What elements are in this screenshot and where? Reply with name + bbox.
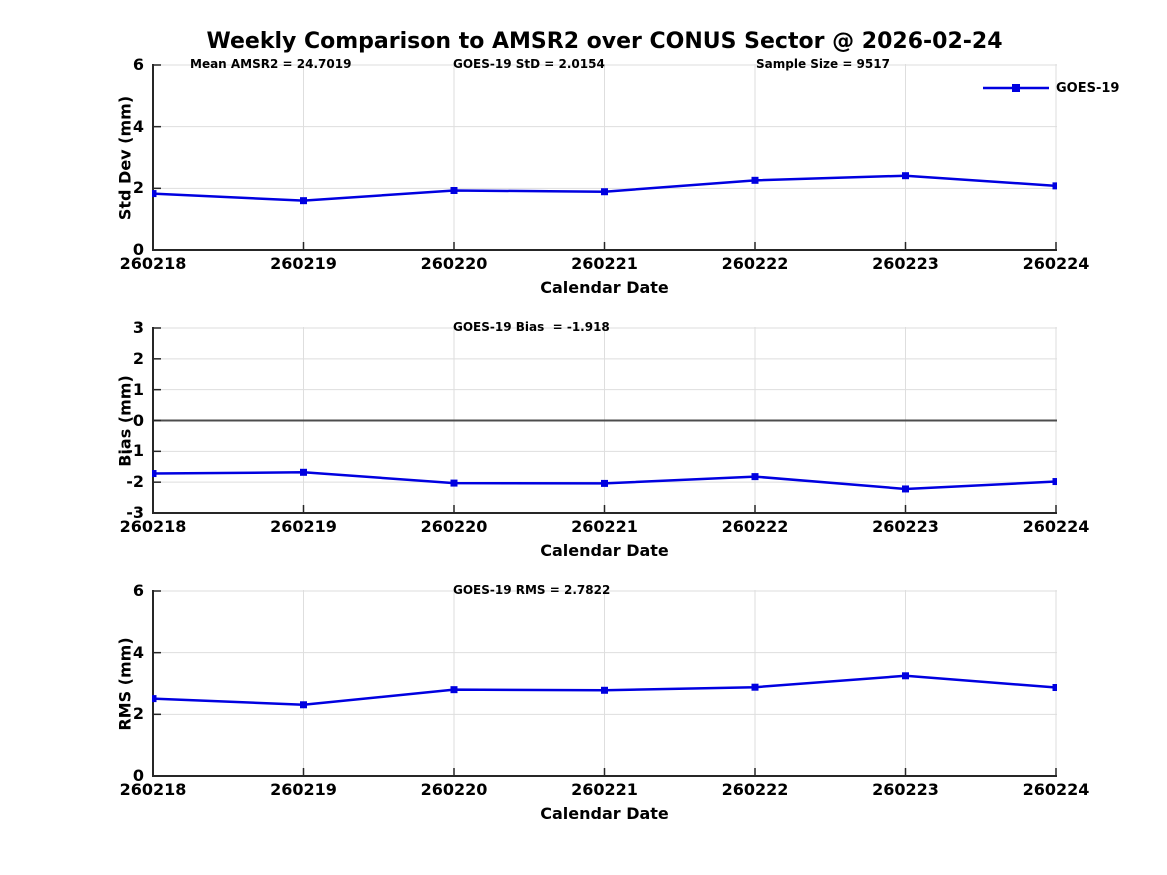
y-tick-label: -3 (126, 503, 144, 522)
annotation-goes19-rms: GOES-19 RMS = 2.7822 (453, 583, 611, 597)
y-tick-label: 2 (132, 348, 144, 368)
y-tick-label: 1 (132, 379, 144, 399)
x-axis-label-std-dev: Calendar Date (540, 278, 669, 297)
data-marker (601, 479, 608, 487)
y-tick-label: 6 (132, 581, 144, 600)
chart-svg-std-dev (149, 64, 1060, 251)
x-axis-label-rms: Calendar Date (540, 804, 669, 823)
annotation-goes19-bias: GOES-19 Bias = -1.918 (453, 320, 610, 334)
data-marker (601, 686, 608, 694)
x-tick-label: 260219 (270, 780, 337, 799)
x-tick-label: 260220 (420, 517, 488, 536)
data-marker (751, 473, 759, 481)
data-marker (149, 470, 157, 478)
data-marker (601, 188, 608, 196)
x-tick-label: 260224 (1022, 780, 1090, 799)
x-tick-label: 260218 (119, 517, 187, 536)
plot-area-rms: 260218 260219 260220 260221 260222 260223 2602… (120, 581, 1090, 799)
data-marker (1052, 684, 1060, 692)
x-tick-label: 260219 (270, 254, 337, 273)
data-marker (450, 479, 458, 487)
annotation-goes19-std: GOES-19 StD = 2.0154 (453, 57, 605, 71)
x-tick-label: 260221 (571, 517, 638, 536)
plot-area-std-dev: 260218 260219 260220 260221 260222 260223 2602… (120, 55, 1090, 273)
data-marker (902, 172, 909, 180)
x-tick-label: 260222 (721, 780, 789, 799)
x-tick-label: 260218 (119, 780, 187, 799)
y-tick-label: 3 (132, 318, 144, 337)
y-tick-label: 0 (132, 240, 144, 259)
x-tick-label: 260221 (571, 254, 638, 273)
y-axis-label-std-dev: Std Dev (mm) (115, 95, 135, 220)
data-marker (1052, 478, 1060, 486)
x-tick-label: 260219 (270, 517, 337, 536)
data-marker (751, 683, 759, 691)
x-tick-label: 260220 (420, 254, 488, 273)
x-tick-label: 260218 (119, 254, 187, 273)
subplot-bias: Bias (mm) 260218 260219 260220 260221 260222… (116, 318, 1090, 560)
data-marker (751, 176, 759, 184)
data-marker (902, 672, 909, 680)
annotation-sample-size: Sample Size = 9517 (756, 57, 890, 71)
x-tick-label: 260224 (1022, 254, 1090, 273)
x-tick-label: 260223 (872, 780, 939, 799)
data-marker (149, 695, 157, 703)
data-marker (450, 686, 458, 694)
y-tick-label: -2 (126, 472, 144, 492)
data-marker (450, 186, 458, 194)
x-tick-label: 260222 (721, 517, 789, 536)
legend-label: GOES-19 (1056, 80, 1120, 96)
x-axis-label-bias: Calendar Date (540, 541, 669, 560)
x-tick-label: 260223 (872, 254, 939, 273)
chart-svg-rms (149, 590, 1060, 777)
data-marker (300, 197, 307, 205)
y-tick-label: 2 (132, 704, 144, 724)
x-tick-label: 260220 (420, 780, 488, 799)
chart-svg-bias (149, 327, 1060, 514)
x-tick-label: 260224 (1022, 517, 1090, 536)
subplot-std-dev: Std Dev (mm) 260218 260219 260220 260221 260… (116, 55, 1120, 297)
y-tick-label: 2 (132, 178, 144, 198)
data-marker (1052, 182, 1060, 190)
y-tick-label: 4 (132, 116, 144, 136)
data-marker (149, 190, 157, 198)
y-tick-label: 6 (132, 55, 144, 74)
y-tick-label: 0 (132, 410, 144, 430)
data-marker (902, 485, 909, 493)
annotation-mean-amsr2: Mean AMSR2 = 24.7019 (190, 57, 352, 71)
x-tick-label: 260223 (872, 517, 939, 536)
data-marker (300, 468, 307, 476)
data-marker (300, 701, 307, 709)
y-tick-label: -1 (126, 441, 144, 461)
legend: GOES-19 (983, 79, 1119, 97)
plot-area-bias: 260218 260219 260220 260221 260222 260223 2602… (120, 318, 1090, 536)
figure-title: Weekly Comparison to AMSR2 over CONUS Se… (206, 29, 1003, 54)
y-tick-label: 0 (132, 766, 144, 785)
legend-line-marker-icon (983, 84, 1049, 92)
subplot-rms: RMS (mm) 260218 260219 260220 260221 260222 2… (116, 581, 1090, 823)
x-tick-label: 260222 (721, 254, 789, 273)
x-tick-label: 260221 (571, 780, 638, 799)
y-tick-label: 4 (132, 642, 144, 662)
